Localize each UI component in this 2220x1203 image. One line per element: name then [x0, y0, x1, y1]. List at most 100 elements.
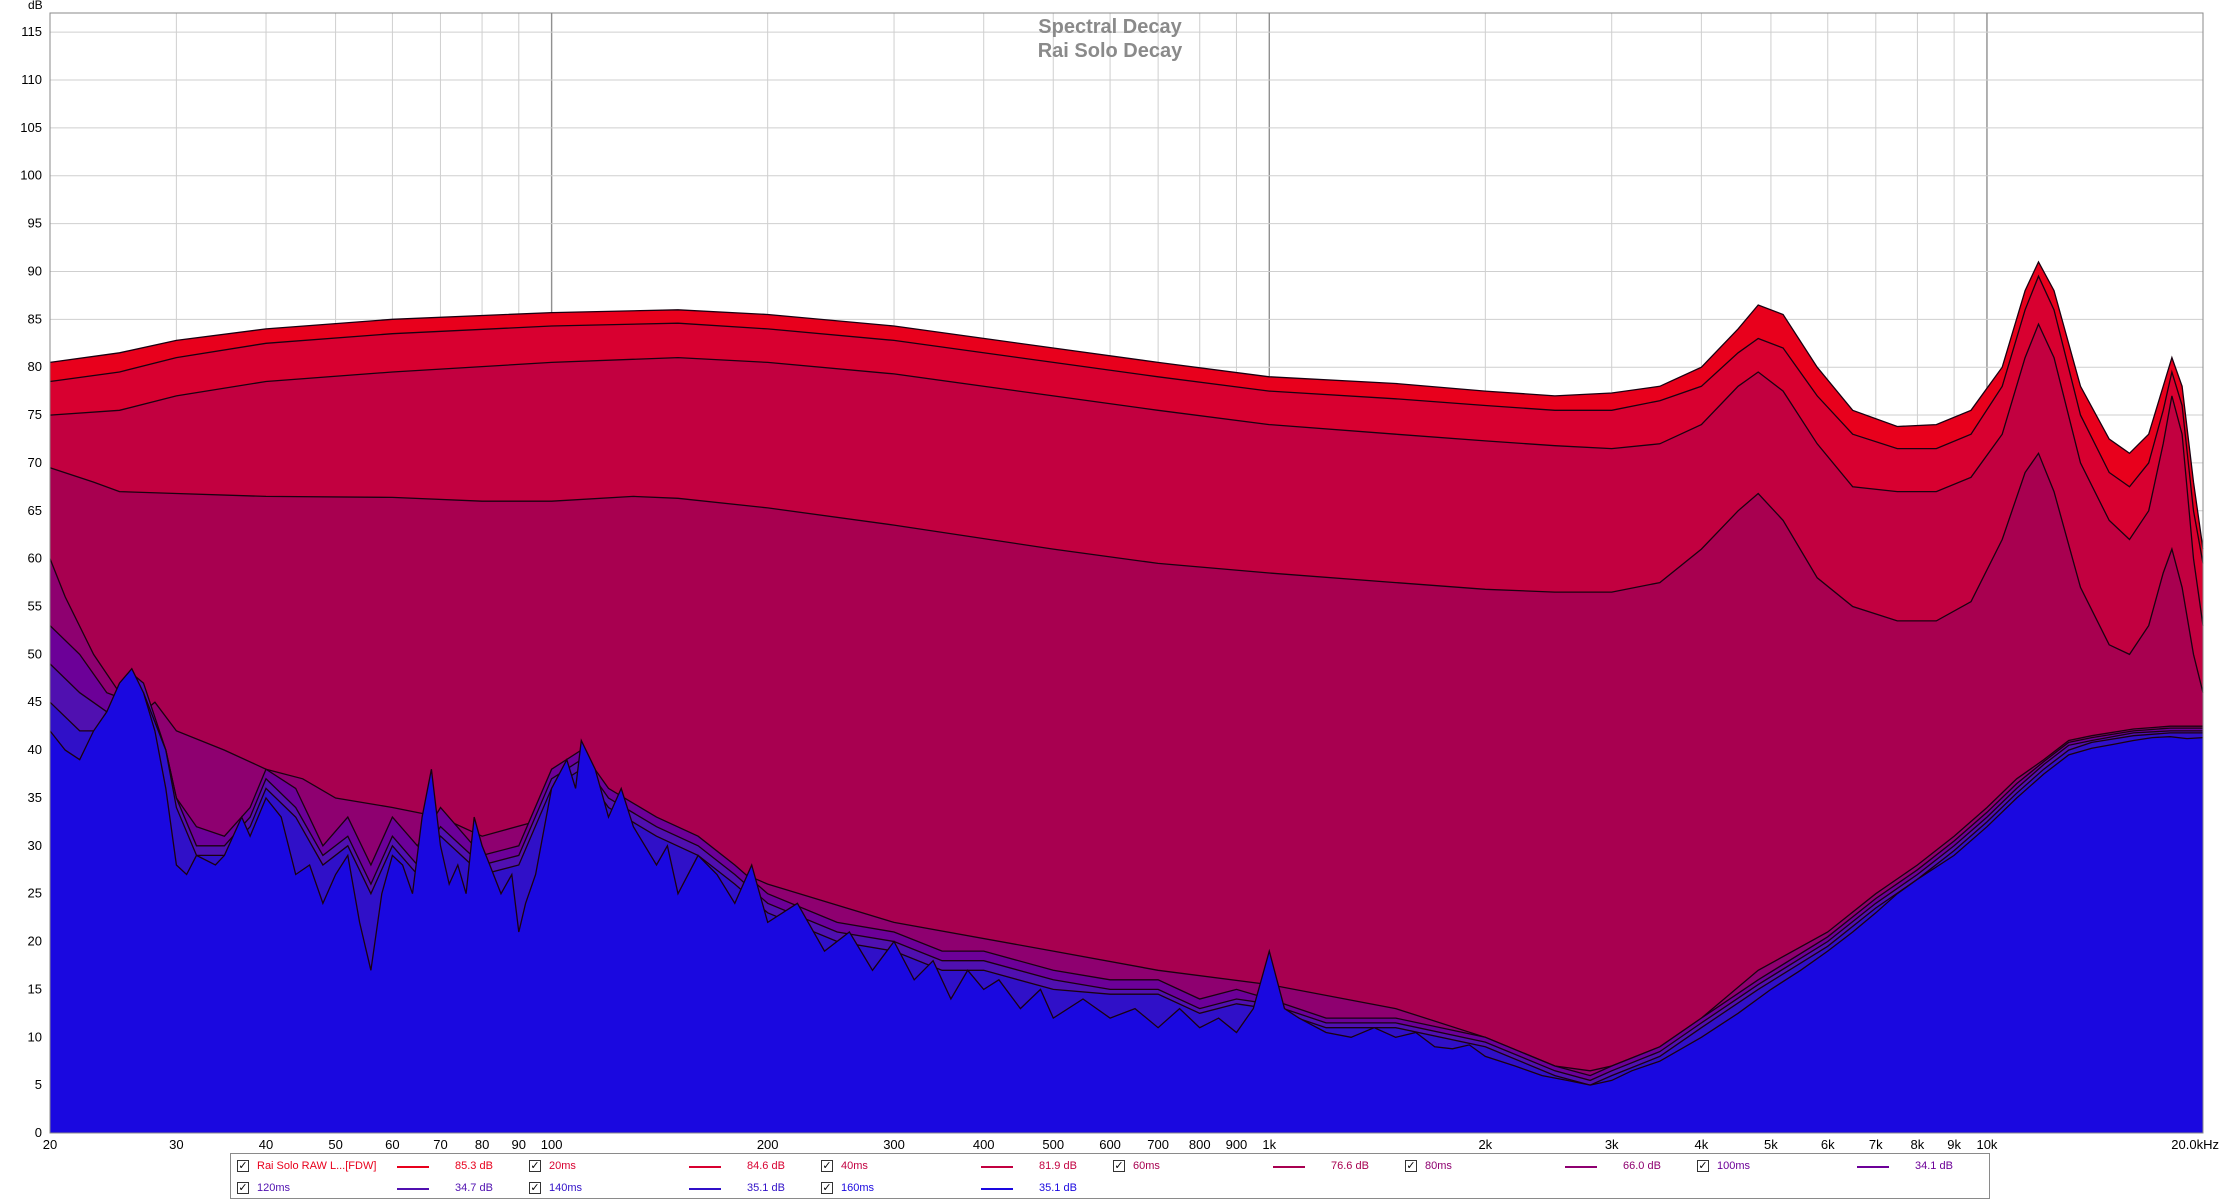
legend-item[interactable]: ✓ 80ms [1405, 1157, 1452, 1175]
x-tick-label: 10k [1976, 1137, 1997, 1152]
x-tick-label: 4k [1695, 1137, 1709, 1152]
legend-item[interactable]: ✓ 120ms [237, 1179, 290, 1197]
legend-checkbox[interactable]: ✓ [529, 1160, 541, 1172]
x-tick-label: 40 [259, 1137, 273, 1152]
x-tick-label: 200 [757, 1137, 779, 1152]
chart-subtitle: Rai Solo Decay [1038, 40, 1183, 62]
legend-value: 85.3 dB [455, 1160, 493, 1172]
y-tick-label: 20 [28, 934, 42, 949]
legend-series-name: 140ms [549, 1182, 583, 1194]
x-tick-label: 9k [1947, 1137, 1961, 1152]
y-tick-label: 45 [28, 694, 42, 709]
y-tick-label: 30 [28, 838, 42, 853]
x-tick-label: 3k [1605, 1137, 1619, 1152]
decay-line-1 [49, 274, 2204, 564]
y-tick-label: 95 [28, 216, 42, 231]
legend-series-name: 20ms [549, 1160, 576, 1172]
legend-series-name: 100ms [1717, 1160, 1751, 1172]
legend-value: 84.6 dB [747, 1160, 785, 1172]
y-tick-label: 10 [28, 1029, 42, 1044]
y-tick-label: 110 [21, 72, 42, 87]
legend-checkbox[interactable]: ✓ [237, 1182, 249, 1194]
legend-item[interactable]: ✓ 100ms [1697, 1157, 1750, 1175]
x-tick-label: 20 [43, 1137, 57, 1152]
y-tick-label: 115 [21, 24, 42, 39]
legend-value: 35.1 dB [747, 1182, 785, 1194]
legend-swatch [1273, 1166, 1305, 1168]
x-axis: 20 30 40 50 60 70 80 90 100 200 300 400 500 600 700 800… [43, 1137, 2219, 1152]
x-tick-label: 20.0kHz [2171, 1137, 2219, 1152]
x-tick-label: 2k [1478, 1137, 1492, 1152]
y-tick-label: 75 [28, 407, 42, 422]
y-tick-label: 0 [35, 1125, 42, 1140]
legend-swatch [689, 1188, 721, 1190]
decay-line-4 [49, 558, 2203, 1072]
y-tick-label: 25 [28, 886, 42, 901]
decay-line-2 [49, 322, 2204, 626]
plot-frame [49, 12, 2204, 1134]
x-tick-label: 70 [433, 1137, 447, 1152]
legend-checkbox[interactable]: ✓ [1697, 1160, 1709, 1172]
x-tick-label: 700 [1147, 1137, 1169, 1152]
x-tick-label: 50 [328, 1137, 342, 1152]
y-tick-label: 65 [28, 503, 42, 518]
y-tick-label: 105 [20, 120, 42, 135]
legend-value: 76.6 dB [1331, 1160, 1369, 1172]
x-tick-label: 800 [1189, 1137, 1211, 1152]
legend-item[interactable]: ✓ 20ms [529, 1157, 576, 1175]
y-tick-label: 55 [28, 599, 42, 614]
legend-checkbox[interactable]: ✓ [821, 1182, 833, 1194]
legend: ✓ Rai Solo RAW L...[FDW] 85.3 dB ✓ 20ms 84.6 … [230, 1153, 1990, 1199]
legend-series-name: 40ms [841, 1160, 868, 1172]
legend-value: 35.1 dB [1039, 1182, 1077, 1194]
y-axis: 0 5 10 15 20 25 30 35 40 45 50 55 60 65 70 75 80 85 90 95 10… [20, 24, 42, 1140]
legend-checkbox[interactable]: ✓ [821, 1160, 833, 1172]
y-tick-label: 35 [28, 790, 42, 805]
decay-line-0 [49, 260, 2204, 550]
x-tick-label: 90 [512, 1137, 526, 1152]
x-tick-label: 100 [541, 1137, 563, 1152]
x-tick-label: 900 [1226, 1137, 1248, 1152]
x-tick-label: 6k [1821, 1137, 1835, 1152]
x-tick-label: 7k [1869, 1137, 1883, 1152]
x-tick-label: 30 [169, 1137, 183, 1152]
decay-line-8 [49, 667, 2204, 1086]
decay-line-3 [49, 451, 2204, 693]
x-tick-label: 300 [883, 1137, 905, 1152]
legend-swatch [981, 1188, 1013, 1190]
y-axis-unit: dB [28, 0, 43, 12]
x-tick-label: 5k [1764, 1137, 1778, 1152]
legend-item[interactable]: ✓ 140ms [529, 1179, 582, 1197]
legend-checkbox[interactable]: ✓ [529, 1182, 541, 1194]
y-tick-label: 85 [28, 311, 42, 326]
legend-swatch [397, 1166, 429, 1168]
y-tick-label: 70 [28, 455, 42, 470]
decay-area-8 [50, 668, 2203, 1133]
legend-item[interactable]: ✓ Rai Solo RAW L...[FDW] [237, 1157, 376, 1175]
legend-checkbox[interactable]: ✓ [1113, 1160, 1125, 1172]
legend-swatch [689, 1166, 721, 1168]
x-tick-label: 400 [973, 1137, 995, 1152]
x-tick-label: 80 [475, 1137, 489, 1152]
y-tick-label: 60 [28, 551, 42, 566]
legend-item[interactable]: ✓ 60ms [1113, 1157, 1160, 1175]
legend-value: 66.0 dB [1623, 1160, 1661, 1172]
legend-value: 34.7 dB [455, 1182, 493, 1194]
y-tick-label: 15 [28, 981, 42, 996]
legend-series-name: 80ms [1425, 1160, 1452, 1172]
y-tick-label: 80 [28, 359, 42, 374]
legend-swatch [1565, 1166, 1597, 1168]
y-tick-label: 50 [28, 646, 42, 661]
legend-series-name: 120ms [257, 1182, 291, 1194]
legend-series-name: 160ms [841, 1182, 875, 1194]
legend-checkbox[interactable]: ✓ [1405, 1160, 1417, 1172]
legend-item[interactable]: ✓ 40ms [821, 1157, 868, 1175]
legend-item[interactable]: ✓ 160ms [821, 1179, 874, 1197]
legend-series-name: Rai Solo RAW L...[FDW] [257, 1160, 377, 1172]
y-tick-label: 5 [35, 1077, 42, 1092]
legend-checkbox[interactable]: ✓ [237, 1160, 249, 1172]
x-tick-label: 500 [1042, 1137, 1064, 1152]
legend-swatch [981, 1166, 1013, 1168]
x-tick-label: 1k [1262, 1137, 1276, 1152]
